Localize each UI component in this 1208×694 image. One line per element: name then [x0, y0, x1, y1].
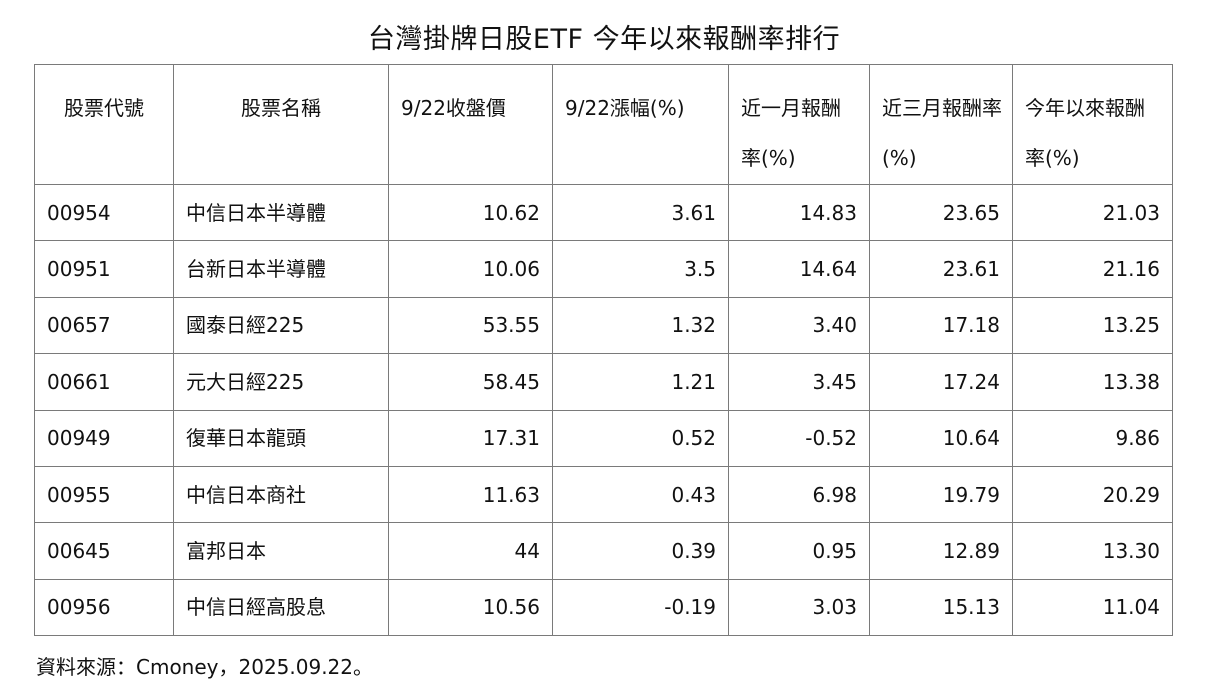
daily-change: 0.43 — [552, 465, 729, 524]
table-row: 00956 中信日經高股息 10.56 -0.19 3.03 15.13 11.… — [34, 578, 1173, 637]
table-row: 00954 中信日本半導體 10.62 3.61 14.83 23.65 21.… — [34, 183, 1173, 242]
return-1m: 6.98 — [728, 465, 870, 524]
header-row: 股票代號 股票名稱 9/22收盤價 9/22漲幅(%) 近一月報酬率(%) 近三… — [34, 64, 1173, 185]
return-ytd: 21.16 — [1012, 240, 1173, 298]
close-price: 11.63 — [388, 465, 553, 524]
return-1m: 3.40 — [728, 296, 870, 355]
stock-code: 00955 — [34, 465, 174, 524]
return-3m: 23.61 — [869, 240, 1013, 298]
daily-change: 1.21 — [552, 353, 729, 411]
header-code: 股票代號 — [34, 64, 174, 185]
return-1m: -0.52 — [728, 409, 870, 467]
header-change: 9/22漲幅(%) — [552, 64, 729, 185]
return-ytd: 9.86 — [1012, 409, 1173, 467]
table-row: 00661 元大日經225 58.45 1.21 3.45 17.24 13.3… — [34, 353, 1173, 411]
stock-name: 復華日本龍頭 — [173, 409, 389, 467]
stock-code: 00949 — [34, 409, 174, 467]
close-price: 17.31 — [388, 409, 553, 467]
close-price: 58.45 — [388, 353, 553, 411]
return-3m: 17.18 — [869, 296, 1013, 355]
return-3m: 15.13 — [869, 578, 1013, 637]
return-ytd: 13.38 — [1012, 353, 1173, 411]
source-note: 資料來源：Cmoney，2025.09.22。 — [36, 655, 374, 679]
close-price: 10.56 — [388, 578, 553, 637]
header-close: 9/22收盤價 — [388, 64, 553, 185]
table-title: 台灣掛牌日股ETF 今年以來報酬率排行 — [367, 24, 841, 55]
stock-code: 00951 — [34, 240, 174, 298]
table-row: 00949 復華日本龍頭 17.31 0.52 -0.52 10.64 9.86 — [34, 409, 1173, 467]
table-row: 00955 中信日本商社 11.63 0.43 6.98 19.79 20.29 — [34, 465, 1173, 524]
daily-change: 0.52 — [552, 409, 729, 467]
etf-ranking-table: 股票代號 股票名稱 9/22收盤價 9/22漲幅(%) 近一月報酬率(%) 近三… — [34, 64, 1173, 637]
return-1m: 3.03 — [728, 578, 870, 637]
daily-change: -0.19 — [552, 578, 729, 637]
return-ytd: 21.03 — [1012, 183, 1173, 242]
stock-name: 國泰日經225 — [173, 296, 389, 355]
return-3m: 19.79 — [869, 465, 1013, 524]
daily-change: 1.32 — [552, 296, 729, 355]
stock-code: 00657 — [34, 296, 174, 355]
stock-code: 00661 — [34, 353, 174, 411]
close-price: 10.06 — [388, 240, 553, 298]
header-name: 股票名稱 — [173, 64, 389, 185]
close-price: 44 — [388, 522, 553, 580]
return-1m: 0.95 — [728, 522, 870, 580]
stock-name: 富邦日本 — [173, 522, 389, 580]
stock-name: 台新日本半導體 — [173, 240, 389, 298]
return-3m: 17.24 — [869, 353, 1013, 411]
table-row: 00645 富邦日本 44 0.39 0.95 12.89 13.30 — [34, 522, 1173, 580]
return-ytd: 11.04 — [1012, 578, 1173, 637]
stock-name: 中信日本半導體 — [173, 183, 389, 242]
stock-code: 00645 — [34, 522, 174, 580]
stock-code: 00954 — [34, 183, 174, 242]
return-3m: 23.65 — [869, 183, 1013, 242]
return-ytd: 13.25 — [1012, 296, 1173, 355]
table-row: 00657 國泰日經225 53.55 1.32 3.40 17.18 13.2… — [34, 296, 1173, 355]
return-1m: 3.45 — [728, 353, 870, 411]
stock-name: 中信日本商社 — [173, 465, 389, 524]
header-ytd-return: 今年以來報酬率(%) — [1012, 64, 1173, 185]
stock-name: 元大日經225 — [173, 353, 389, 411]
header-1m-return: 近一月報酬率(%) — [728, 64, 870, 185]
table-row: 00951 台新日本半導體 10.06 3.5 14.64 23.61 21.1… — [34, 240, 1173, 298]
return-1m: 14.83 — [728, 183, 870, 242]
stock-name: 中信日經高股息 — [173, 578, 389, 637]
close-price: 10.62 — [388, 183, 553, 242]
return-1m: 14.64 — [728, 240, 870, 298]
header-3m-return: 近三月報酬率(%) — [869, 64, 1013, 185]
daily-change: 0.39 — [552, 522, 729, 580]
return-ytd: 13.30 — [1012, 522, 1173, 580]
daily-change: 3.5 — [552, 240, 729, 298]
stock-code: 00956 — [34, 578, 174, 637]
return-3m: 12.89 — [869, 522, 1013, 580]
daily-change: 3.61 — [552, 183, 729, 242]
return-ytd: 20.29 — [1012, 465, 1173, 524]
close-price: 53.55 — [388, 296, 553, 355]
return-3m: 10.64 — [869, 409, 1013, 467]
